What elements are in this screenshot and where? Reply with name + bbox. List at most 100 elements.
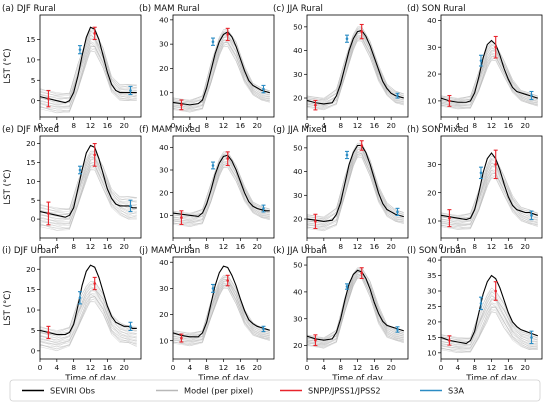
x-tick-label: 4 <box>54 121 59 130</box>
snpp-point <box>448 339 451 342</box>
snpp-point <box>314 220 317 223</box>
model-pixel-line <box>441 165 538 222</box>
panel-7: 0 4 8 12 16 20 10 20 30 (h) SON Mixed <box>407 125 543 251</box>
panel-title: (h) SON Mixed <box>407 125 469 135</box>
y-tick-label: 25 <box>427 302 437 311</box>
x-tick-label: 0 <box>171 242 176 251</box>
model-pixel-line <box>173 163 270 226</box>
y-tick-label: 20 <box>293 94 303 103</box>
model-pixel-line <box>441 59 538 109</box>
s3a-point <box>262 207 265 210</box>
x-tick-label: 8 <box>204 121 209 130</box>
model-pixel-line <box>307 277 404 348</box>
s3a-point <box>129 89 132 92</box>
s3a-point <box>530 214 533 217</box>
y-tick-label: 10 <box>26 306 36 315</box>
x-tick-label: 0 <box>439 363 444 372</box>
model-pixel-line <box>307 35 404 107</box>
plot-area <box>40 26 137 114</box>
model-pixel-line <box>40 31 137 97</box>
model-pixel-line <box>307 35 404 106</box>
model-pixel-line <box>40 162 137 225</box>
y-tick-label: 15 <box>26 35 36 44</box>
model-pixel-line <box>441 162 538 220</box>
y-tick-label: 20 <box>159 310 169 319</box>
model-pixel-line <box>40 42 137 107</box>
y-tick-label: 10 <box>159 211 169 220</box>
panel-title: (e) DJF Mixed <box>2 125 59 135</box>
y-tick-label: 15 <box>26 158 36 167</box>
model-pixel-line <box>441 303 538 349</box>
y-tick-label: 10 <box>159 88 169 97</box>
y-tick-label: 50 <box>293 22 303 31</box>
x-tick-label: 0 <box>38 242 43 251</box>
model-pixel-line <box>40 294 137 344</box>
panel-4: 0 4 8 12 16 20 0 5 10 15 20 (e) DJF Mixed <box>2 125 142 251</box>
axes-frame <box>39 256 142 360</box>
x-tick-label: 8 <box>204 363 209 372</box>
model-pixel-line <box>441 57 538 110</box>
s3a-point <box>345 153 349 157</box>
x-tick-label: 12 <box>219 121 228 130</box>
y-tick-label: 20 <box>427 70 437 79</box>
obs-line <box>173 265 270 338</box>
s3a-point <box>262 87 265 91</box>
snpp-point <box>180 336 183 340</box>
x-tick-label: 12 <box>487 363 496 372</box>
model-pixel-line <box>441 43 538 100</box>
x-tick-label: 4 <box>455 363 460 372</box>
x-tick-label: 16 <box>236 242 246 251</box>
model-pixel-line <box>173 161 270 223</box>
model-pixel-line <box>40 29 137 99</box>
s3a-point <box>262 327 265 331</box>
x-tick-label: 12 <box>487 242 496 251</box>
plot-area <box>173 265 270 347</box>
panel-10: 0 4 8 12 16 20 20 30 40 50 (k) JJA Urban <box>273 246 409 372</box>
model-pixel-line <box>441 301 538 348</box>
model-pixel-line <box>40 301 137 352</box>
x-tick-label: 8 <box>338 242 343 251</box>
model-pixel-line <box>40 150 137 210</box>
model-pixel-line <box>307 28 404 101</box>
s3a-point <box>345 285 349 288</box>
s3a-point <box>211 287 215 290</box>
s3a-point <box>479 59 483 62</box>
model-pixel-line <box>40 284 137 335</box>
x-tick-label: 16 <box>370 363 380 372</box>
panel-title: (b) MAM Rural <box>139 4 200 14</box>
y-tick-label: 30 <box>159 166 169 175</box>
x-tick-label: 4 <box>54 363 59 372</box>
x-tick-label: 20 <box>119 121 129 130</box>
x-tick-label: 4 <box>54 242 59 251</box>
model-pixel-line <box>307 272 404 343</box>
model-pixel-line <box>40 162 137 224</box>
x-tick-label: 4 <box>321 121 326 130</box>
model-pixel-line <box>173 279 270 338</box>
x-tick-label: 8 <box>472 121 477 130</box>
model-pixel-line <box>441 290 538 340</box>
x-tick-label: 12 <box>86 363 95 372</box>
y-tick-label: 10 <box>427 217 437 226</box>
x-tick-label: 16 <box>103 121 113 130</box>
s3a-point <box>479 171 483 175</box>
model-pixel-line <box>441 290 538 342</box>
y-tick-label: 40 <box>293 167 303 176</box>
plot-area <box>307 23 404 111</box>
x-tick-label: 20 <box>252 242 262 251</box>
plot-area <box>173 27 270 113</box>
y-tick-label: 5 <box>31 196 36 205</box>
legend-label-s3a: S3A <box>448 386 464 396</box>
model-pixel-line <box>40 157 137 216</box>
model-pixel-line <box>441 169 538 225</box>
y-tick-label: 30 <box>293 191 303 200</box>
x-tick-label: 8 <box>472 363 477 372</box>
x-axis-label: Time of day <box>465 374 517 384</box>
model-pixel-line <box>173 41 270 110</box>
y-tick-label: 20 <box>26 139 36 148</box>
plot-area <box>173 151 270 227</box>
panel-title: (l) SON Urban <box>407 246 466 256</box>
y-tick-label: 30 <box>159 40 169 49</box>
snpp-point <box>93 153 97 157</box>
legend-label-snpp: SNPP/JPSS1/JPSS2 <box>308 386 381 396</box>
